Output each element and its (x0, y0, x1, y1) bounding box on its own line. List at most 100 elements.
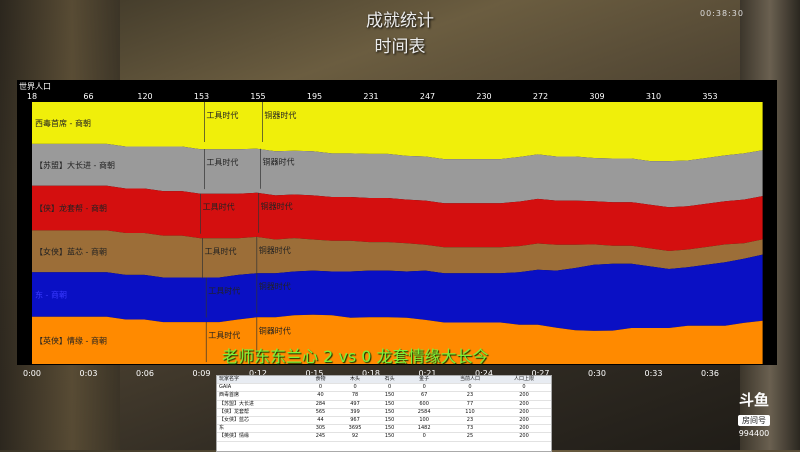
top-tick-label: 353 (702, 92, 717, 101)
stats-cell: 西毒首席 (217, 391, 305, 401)
stats-cell: 600 (405, 400, 443, 409)
age-marker-label: 铜器时代 (263, 157, 295, 167)
top-tick-label: 231 (363, 92, 378, 101)
stats-cell: 200 (496, 408, 551, 417)
stats-cell: 200 (496, 391, 551, 401)
stats-cell: 67 (405, 391, 443, 401)
stats-cell: 东 (217, 424, 305, 434)
stats-cell: 0 (405, 432, 443, 442)
game-timer: 00:38:30 (700, 9, 744, 18)
age-marker-label: 工具时代 (206, 110, 238, 120)
stats-cell: 100 (405, 416, 443, 426)
series-label: 西毒首席 - 商朝 (35, 118, 91, 128)
stats-cell: 150 (373, 432, 406, 442)
series-area (32, 185, 763, 251)
series-area (32, 254, 763, 331)
stats-row: 【侠】龙套帮 565 399 150 2584 110 200 (217, 408, 551, 417)
stats-cell: 【英侠】情缘 (217, 432, 305, 442)
age-marker-label: 工具时代 (208, 286, 240, 296)
age-marker-label: 铜器时代 (259, 281, 291, 291)
stats-row: 【英侠】情缘 245 92 150 0 25 200 (217, 432, 551, 442)
age-marker-label: 工具时代 (203, 202, 235, 212)
stats-cell: 245 (304, 432, 337, 442)
brand-name: 斗鱼 (738, 391, 769, 409)
series-label: 【英侠】情缘 - 商朝 (35, 335, 107, 345)
stats-cell: 25 (442, 432, 497, 442)
room-label: 房间号 (738, 415, 770, 426)
page-title: 成就统计 (366, 11, 434, 31)
series-label: 【侠】龙套帮 - 商朝 (35, 203, 107, 213)
stats-header-cell: 石头 (373, 376, 406, 385)
stats-header-cell: 木头 (336, 376, 374, 385)
stats-row: 【苏盟】大长进 284 497 150 600 77 200 (217, 400, 551, 409)
stats-cell: 150 (373, 408, 406, 417)
stats-cell: 110 (442, 408, 497, 417)
stats-cell: 3695 (336, 424, 374, 434)
x-tick-label: 0:18 (362, 369, 380, 378)
stats-cell: 0 (496, 383, 551, 393)
stats-cell: 284 (304, 400, 337, 409)
timeline-panel-label: 世界人口 (19, 82, 51, 91)
age-marker-label: 铜器时代 (259, 325, 291, 335)
stats-cell: 0 (373, 383, 406, 393)
top-tick-label: 66 (83, 92, 93, 101)
stats-cell: 0 (304, 383, 337, 393)
room-id: 994400 (738, 429, 770, 438)
stats-header-cell: 当前人口 (442, 376, 497, 385)
stats-cell: 【女侠】蓝芯 (217, 416, 305, 426)
age-marker-label: 工具时代 (204, 246, 236, 256)
stats-cell: 【苏盟】大长进 (217, 400, 305, 409)
top-tick-label: 230 (476, 92, 491, 101)
player-stats-table: 玩家名字 食物 木头 石头 金子 当前人口 人口上限 GAIA 0 0 0 0 0 0 西毒首席 40 78 1… (216, 375, 552, 452)
top-tick-label: 155 (250, 92, 265, 101)
stats-cell: 73 (442, 424, 497, 434)
stats-cell: 200 (496, 416, 551, 426)
stats-row: GAIA 0 0 0 0 0 0 (217, 383, 551, 393)
stats-cell: 78 (336, 391, 374, 401)
stats-row: 【女侠】蓝芯 44 967 150 100 23 200 (217, 416, 551, 426)
stats-cell: 44 (304, 416, 337, 426)
population-area-chart: 西毒首席 - 商朝【苏盟】大长进 - 商朝【侠】龙套帮 - 商朝【女侠】蓝芯 -… (32, 102, 763, 364)
age-marker-label: 铜器时代 (264, 110, 296, 120)
stats-header-cell: 玩家名字 (217, 376, 305, 385)
series-label: 【女侠】蓝芯 - 商朝 (35, 246, 107, 256)
x-tick-label: 0:36 (701, 369, 719, 378)
x-tick-label: 0:09 (193, 369, 211, 378)
x-tick-label: 0:12 (249, 369, 267, 378)
top-tick-label: 120 (137, 92, 152, 101)
stats-cell: 40 (304, 391, 337, 401)
stats-cell: 150 (373, 391, 406, 401)
x-tick-label: 0:24 (475, 369, 493, 378)
top-tick-label: 247 (420, 92, 435, 101)
stats-cell: 23 (442, 416, 497, 426)
x-tick-label: 0:21 (419, 369, 437, 378)
x-tick-label: 0:06 (136, 369, 154, 378)
top-tick-label: 272 (533, 92, 548, 101)
series-label: 东 - 商朝 (35, 290, 67, 300)
top-tick-label: 309 (589, 92, 604, 101)
stats-cell: 497 (336, 400, 374, 409)
stats-cell: 23 (442, 391, 497, 401)
age-marker-label: 铜器时代 (261, 201, 293, 211)
stats-cell: 150 (373, 424, 406, 434)
stats-row: 西毒首席 40 78 150 67 23 200 (217, 391, 551, 401)
age-marker-label: 工具时代 (208, 330, 240, 340)
match-score-overlay: 老师东东兰心 2 vs 0 龙套情缘大长今 (222, 347, 489, 366)
stats-cell: 92 (336, 432, 374, 442)
stats-cell: 565 (304, 408, 337, 417)
x-tick-label: 0:15 (306, 369, 324, 378)
stats-row: 东 305 3695 150 1482 73 200 (217, 424, 551, 434)
x-tick-label: 0:03 (80, 369, 98, 378)
stats-cell: 399 (336, 408, 374, 417)
stats-header-cell: 食物 (304, 376, 337, 385)
stats-cell: 【侠】龙套帮 (217, 408, 305, 417)
stats-cell: 200 (496, 432, 551, 442)
series-area (32, 314, 763, 364)
stats-cell: 1482 (405, 424, 443, 434)
series-area (32, 143, 763, 208)
stats-cell: 150 (373, 416, 406, 426)
top-tick-label: 310 (646, 92, 661, 101)
page-subtitle: 时间表 (374, 37, 426, 57)
x-tick-label: 0:33 (645, 369, 663, 378)
series-area (32, 102, 763, 162)
